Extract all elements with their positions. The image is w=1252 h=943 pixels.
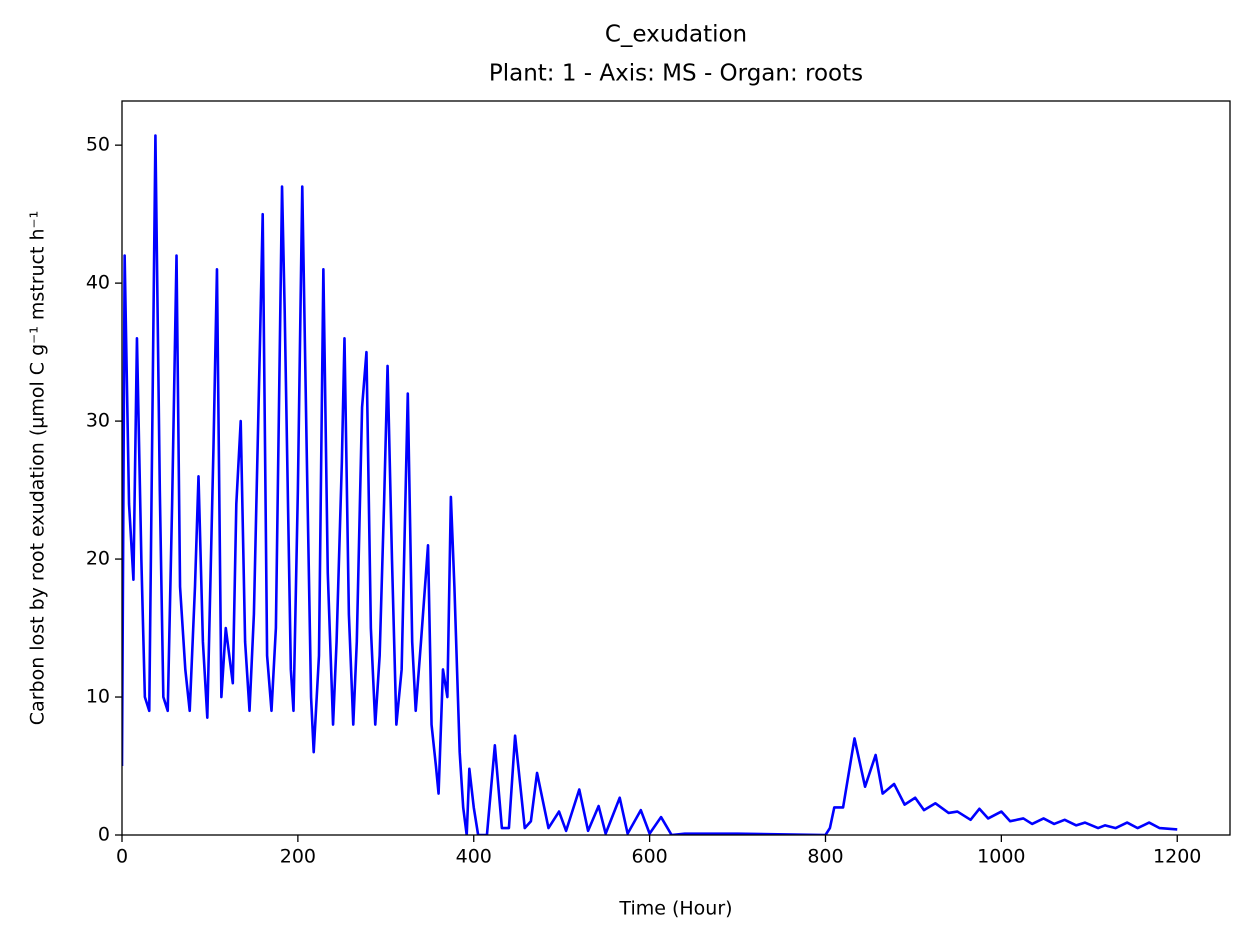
x-tick-label: 1200	[1153, 846, 1201, 868]
y-axis-label: Carbon lost by root exudation (µmol C g⁻…	[27, 211, 49, 725]
plot-frame	[121, 100, 1231, 836]
x-tick-label: 400	[456, 846, 492, 868]
y-tick-label: 0	[98, 824, 110, 846]
x-tick-label: 600	[631, 846, 667, 868]
data-line	[122, 134, 1178, 835]
x-axis-label: Time (Hour)	[618, 898, 732, 920]
x-tick-label: 800	[807, 846, 843, 868]
chart-subtitle: Plant: 1 - Axis: MS - Organ: roots	[489, 61, 863, 87]
x-tick-label: 200	[280, 846, 316, 868]
chart-title: C_exudation	[605, 22, 747, 48]
y-tick-label: 30	[86, 410, 110, 432]
x-tick-label: 0	[116, 846, 128, 868]
x-tick-label: 1000	[977, 846, 1025, 868]
y-tick-label: 10	[86, 686, 110, 708]
y-tick-label: 20	[86, 548, 110, 570]
y-tick-label: 40	[86, 272, 110, 294]
y-tick-label: 50	[86, 134, 110, 156]
